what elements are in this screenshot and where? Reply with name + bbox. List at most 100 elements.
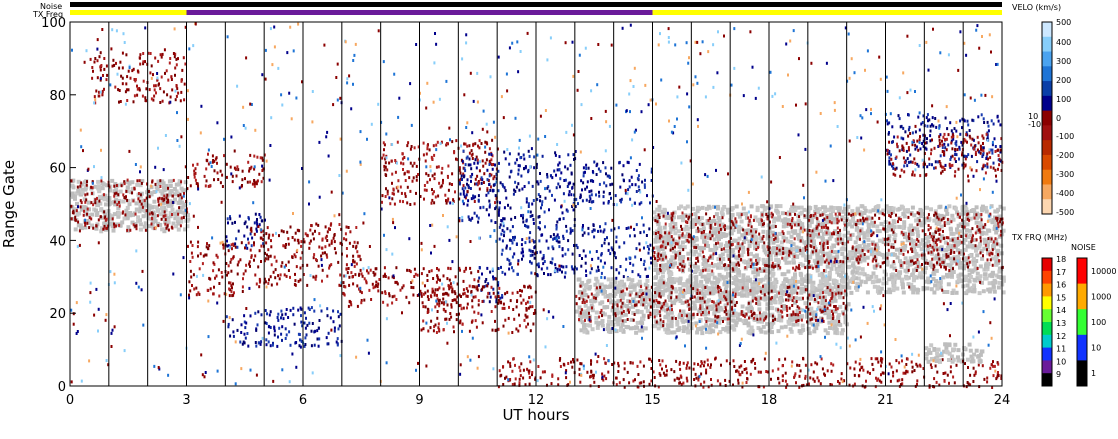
scatter-cell: [458, 217, 461, 220]
scatter-cell: [311, 232, 314, 236]
scatter-cell: [669, 324, 674, 329]
scatter-cell: [569, 163, 572, 167]
scatter-cell: [168, 184, 173, 188]
scatter-cell: [488, 199, 491, 203]
scatter-cell: [460, 307, 463, 311]
scatter-cell: [105, 226, 108, 230]
scatter-cell: [820, 240, 825, 245]
scatter-cell: [325, 234, 328, 238]
scatter-cell: [897, 220, 899, 224]
scatter-cell: [998, 259, 1000, 263]
scatter-cell: [475, 155, 478, 159]
scatter-cell: [462, 175, 465, 179]
scatter-cell: [347, 226, 350, 229]
scatter-cell: [406, 268, 409, 272]
scatter-cell: [161, 52, 164, 56]
scatter-cell: [820, 235, 825, 240]
scatter-cell: [653, 239, 658, 244]
scatter-cell: [999, 243, 1004, 248]
scatter-cell: [707, 263, 712, 268]
scatter-cell: [181, 210, 186, 215]
scatter-cell: [502, 217, 505, 221]
scatter-cell: [115, 224, 118, 228]
scatter-cell: [393, 202, 396, 206]
scatter-cell: [907, 235, 910, 239]
scatter-cell: [665, 266, 670, 271]
scatter-cell: [422, 305, 425, 309]
scatter-cell: [734, 204, 739, 209]
scatter-cell: [96, 186, 101, 191]
scatter-cell: [712, 275, 717, 280]
scatter-cell: [894, 240, 897, 244]
scatter-cell: [890, 272, 895, 277]
scatter-cell: [858, 212, 861, 216]
scatter-cell: [298, 344, 301, 348]
scatter-cell: [406, 170, 409, 174]
scatter-cell: [124, 213, 127, 217]
scatter-cell: [895, 286, 900, 291]
scatter-cell: [768, 226, 771, 230]
scatter-cell: [640, 201, 643, 205]
scatter-cell: [804, 246, 807, 250]
scatter-cell: [100, 186, 105, 191]
scatter-cell: [926, 276, 931, 281]
scatter-cell: [436, 140, 439, 144]
scatter-cell: [699, 269, 704, 274]
scatter-cell: [470, 179, 472, 183]
scatter-cell: [332, 320, 335, 324]
scatter-cell: [855, 287, 860, 292]
scatter-cell: [878, 216, 881, 220]
scatter-cell: [668, 231, 671, 235]
scatter-cell: [609, 252, 612, 256]
scatter-cell: [615, 268, 618, 272]
scatter-cell: [518, 164, 521, 168]
scatter-cell: [524, 313, 527, 317]
scatter-cell: [471, 305, 474, 309]
scatter-cell: [942, 258, 946, 263]
scatter-cell: [641, 180, 644, 184]
scatter-cell: [437, 165, 440, 169]
scatter-cell: [413, 146, 416, 150]
scatter-cell: [971, 256, 976, 261]
scatter-cell: [597, 256, 600, 260]
scatter-cell: [918, 271, 923, 276]
scatter-cell: [631, 270, 634, 274]
scatter-cell: [643, 185, 646, 189]
scatter-cell: [522, 153, 525, 157]
scatter-cell: [110, 221, 114, 226]
scatter-cell: [670, 262, 675, 267]
scatter-cell: [588, 200, 591, 203]
scatter-cell: [466, 302, 469, 306]
scatter-cell: [275, 259, 278, 263]
scatter-cell: [488, 163, 491, 166]
scatter-cell: [863, 208, 868, 213]
scatter-cell: [503, 230, 506, 234]
scatter-cell: [447, 188, 450, 192]
scatter-cell: [514, 180, 517, 184]
scatter-cell: [857, 255, 860, 259]
scatter-cell: [447, 293, 450, 297]
scatter-cell: [171, 221, 176, 226]
scatter-cell: [977, 225, 982, 230]
scatter-cell: [1001, 290, 1006, 295]
scatter-cell: [695, 209, 700, 214]
scatter-cell: [983, 276, 987, 281]
scatter-cell: [302, 238, 305, 241]
scatter-cell: [857, 221, 861, 226]
scatter-cell: [436, 275, 439, 279]
scatter-cell: [687, 267, 692, 272]
scatter-cell: [567, 193, 570, 197]
scatter-cell: [947, 204, 952, 209]
scatter-cell: [777, 266, 781, 271]
scatter-cell: [90, 223, 95, 228]
scatter-cell: [733, 264, 738, 269]
scatter-cell: [585, 198, 588, 202]
scatter-cell: [747, 223, 750, 227]
scatter-cell: [507, 316, 510, 320]
scatter-cell: [673, 261, 678, 266]
scatter-cell: [547, 185, 550, 189]
scatter-cell: [462, 192, 465, 196]
scatter-cell: [377, 289, 380, 293]
scatter-cell: [330, 241, 333, 245]
scatter-cell: [455, 313, 458, 317]
